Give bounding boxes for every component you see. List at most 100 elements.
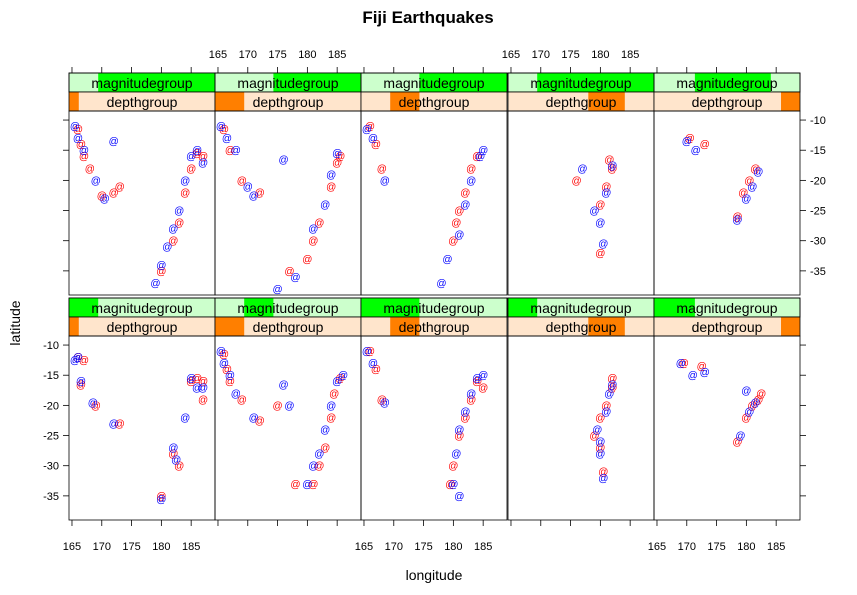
magnitude-strip-fill xyxy=(361,298,420,317)
x-tick-label: 165 xyxy=(648,541,666,553)
panel-border xyxy=(360,110,508,296)
data-point-red: @ xyxy=(290,479,300,490)
data-point-red: @ xyxy=(85,164,95,175)
data-point-blue: @ xyxy=(192,146,202,157)
data-point-red: @ xyxy=(97,191,107,202)
magnitude-strip-fill xyxy=(694,73,771,92)
x-tick-label: 185 xyxy=(328,49,346,61)
panel-bottom-3: magnitudegroupdepthgroup@@@@@@@@@@@@@@@@… xyxy=(360,297,508,521)
data-point-red: @ xyxy=(448,236,458,247)
y-axis-title: latitude xyxy=(7,300,23,345)
x-tick-label: 165 xyxy=(355,541,373,553)
data-point-blue: @ xyxy=(747,182,757,193)
data-point-blue: @ xyxy=(589,206,599,217)
data-point-blue: @ xyxy=(73,134,83,145)
data-point-red: @ xyxy=(272,401,282,412)
data-point-blue: @ xyxy=(272,284,282,295)
data-point-blue: @ xyxy=(284,401,294,412)
x-tick-label: 185 xyxy=(474,541,492,553)
chart-title: Fiji Earthquakes xyxy=(362,8,493,27)
x-axis-title: longitude xyxy=(406,567,463,583)
panel-border xyxy=(68,335,216,521)
data-point-blue: @ xyxy=(109,419,119,430)
data-point-blue: @ xyxy=(577,164,587,175)
data-point-blue: @ xyxy=(156,260,166,271)
y-tick-label: -30 xyxy=(43,461,59,473)
data-point-blue: @ xyxy=(604,389,614,400)
data-point-red: @ xyxy=(604,155,614,166)
data-point-red: @ xyxy=(225,146,235,157)
y-tick-label: -20 xyxy=(810,175,826,187)
data-point-red: @ xyxy=(377,395,387,406)
data-point-blue: @ xyxy=(216,347,226,358)
y-tick-label: -25 xyxy=(810,206,826,218)
y-tick-label: -25 xyxy=(43,431,59,443)
x-tick-label: 180 xyxy=(444,541,462,553)
data-point-red: @ xyxy=(284,266,294,277)
data-point-red: @ xyxy=(320,443,330,454)
data-point-blue: @ xyxy=(744,407,754,418)
panels-layer: magnitudegroupdepthgroup@@@@@@@@@@@@@@@@… xyxy=(68,72,801,521)
data-point-red: @ xyxy=(595,248,605,259)
data-point-red: @ xyxy=(679,359,689,370)
data-point-blue: @ xyxy=(162,242,172,253)
data-point-red: @ xyxy=(329,389,339,400)
panel-border xyxy=(68,110,216,296)
depth-strip-fill xyxy=(781,317,800,336)
data-point-red: @ xyxy=(335,152,345,163)
data-point-red: @ xyxy=(472,377,482,388)
data-point-red: @ xyxy=(237,176,247,187)
data-point-blue: @ xyxy=(326,401,336,412)
data-point-blue: @ xyxy=(70,122,80,133)
data-point-red: @ xyxy=(192,149,202,160)
data-point-blue: @ xyxy=(368,134,378,145)
magnitude-strip-label: magnitudegroup xyxy=(676,300,777,316)
depth-strip xyxy=(215,317,361,336)
data-point-blue: @ xyxy=(753,167,763,178)
data-point-blue: @ xyxy=(109,137,119,148)
data-point-blue: @ xyxy=(100,194,110,205)
data-point-blue: @ xyxy=(380,176,390,187)
depth-strip-label: depthgroup xyxy=(546,319,617,335)
data-point-red: @ xyxy=(744,176,754,187)
data-point-blue: @ xyxy=(73,353,83,364)
data-point-red: @ xyxy=(595,413,605,424)
depth-strip-label: depthgroup xyxy=(107,94,178,110)
data-point-red: @ xyxy=(79,152,89,163)
data-point-blue: @ xyxy=(338,371,348,382)
data-point-red: @ xyxy=(685,134,695,145)
data-point-blue: @ xyxy=(198,383,208,394)
data-point-red: @ xyxy=(445,479,455,490)
data-point-blue: @ xyxy=(700,368,710,379)
data-point-red: @ xyxy=(451,218,461,229)
data-point-red: @ xyxy=(308,236,318,247)
data-point-red: @ xyxy=(460,188,470,199)
data-point-red: @ xyxy=(598,467,608,478)
depth-strip-fill xyxy=(390,317,420,336)
data-point-blue: @ xyxy=(750,398,760,409)
x-tick-label: 175 xyxy=(414,541,432,553)
panel-top-2: magnitudegroupdepthgroup@@@@@@@@@@@@@@@@… xyxy=(214,72,362,295)
data-point-red: @ xyxy=(750,164,760,175)
depth-strip-fill xyxy=(215,92,245,111)
data-point-red: @ xyxy=(472,152,482,163)
data-point-blue: @ xyxy=(478,371,488,382)
data-point-red: @ xyxy=(595,200,605,211)
data-point-blue: @ xyxy=(676,359,686,370)
data-point-red: @ xyxy=(79,356,89,367)
depth-strip-label: depthgroup xyxy=(692,94,763,110)
data-point-blue: @ xyxy=(362,125,372,136)
depth-strip-fill xyxy=(588,92,625,111)
data-point-red: @ xyxy=(308,479,318,490)
x-tick-label: 180 xyxy=(152,541,170,553)
data-point-blue: @ xyxy=(326,170,336,181)
y-tick-label: -30 xyxy=(810,236,826,248)
data-point-blue: @ xyxy=(688,371,698,382)
data-point-blue: @ xyxy=(436,278,446,289)
x-tick-label: 170 xyxy=(239,49,257,61)
data-point-red: @ xyxy=(741,413,751,424)
data-point-blue: @ xyxy=(174,206,184,217)
